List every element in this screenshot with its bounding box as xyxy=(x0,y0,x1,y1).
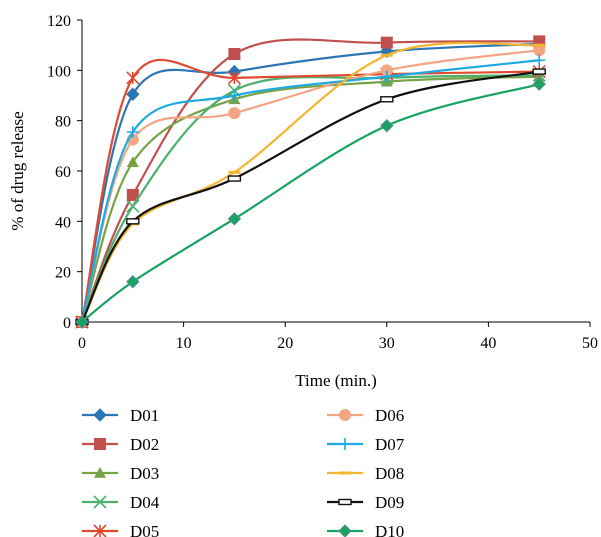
legend-item-d03: D03 xyxy=(82,464,159,483)
legend-item-d02: D02 xyxy=(82,435,159,454)
x-tick-label: 0 xyxy=(78,335,86,352)
series-line-d10 xyxy=(81,83,540,323)
data-point-d07 xyxy=(533,54,546,67)
series-line-d08 xyxy=(81,41,540,323)
y-tick-label: 100 xyxy=(47,63,71,80)
legend-item-d06: D06 xyxy=(327,406,404,425)
data-point-d06 xyxy=(533,44,546,57)
legend-marker-d06 xyxy=(339,409,351,421)
y-tick-label: 20 xyxy=(55,265,71,282)
legend-label-d05: D05 xyxy=(130,522,159,537)
chart-legend: D01 D02 D03 D04 D05 D06 D07 D08 D09 D10 xyxy=(82,406,405,537)
data-point-d09 xyxy=(532,68,546,75)
y-tick-label: 80 xyxy=(55,114,71,131)
chart-series xyxy=(75,35,546,329)
data-point-d07 xyxy=(380,70,393,83)
data-point-d02 xyxy=(380,36,393,49)
legend-item-d09: D09 xyxy=(327,493,404,512)
data-point-d08 xyxy=(380,53,393,57)
data-point-d02 xyxy=(126,188,139,201)
data-point-d01 xyxy=(126,87,140,101)
legend-item-d07: D07 xyxy=(327,435,405,454)
y-tick-label: 120 xyxy=(47,13,71,30)
legend-item-d08: D08 xyxy=(327,464,404,483)
legend-item-d10: D10 xyxy=(327,522,404,537)
data-point-d10 xyxy=(126,275,140,289)
chart-axes: 0 10 20 30 40 50 0 20 40 60 80 100 120 xyxy=(47,13,598,352)
x-tick-label: 20 xyxy=(277,335,293,352)
legend-item-d04: D04 xyxy=(82,493,160,512)
data-point-d09 xyxy=(380,96,394,103)
legend-label-d08: D08 xyxy=(375,464,404,483)
y-tick-label: 40 xyxy=(55,214,71,231)
legend-marker-d09 xyxy=(338,498,352,506)
legend-label-d01: D01 xyxy=(130,406,159,425)
legend-marker-d10 xyxy=(338,524,352,537)
legend-marker-d02 xyxy=(94,438,106,450)
series-line-d06 xyxy=(80,49,540,323)
legend-label-d06: D06 xyxy=(375,406,404,425)
legend-item-d05: D05 xyxy=(82,522,159,537)
data-point-d09 xyxy=(227,175,242,182)
series-line-d09 xyxy=(81,70,540,323)
legend-marker-d03 xyxy=(94,467,106,478)
legend-label-d04: D04 xyxy=(130,493,160,512)
x-tick-label: 30 xyxy=(379,335,395,352)
data-point-d08 xyxy=(228,170,241,174)
data-point-d09 xyxy=(126,218,140,225)
series-d07 xyxy=(76,54,546,328)
y-axis-label: % of drug release xyxy=(8,111,27,230)
legend-marker-d01 xyxy=(93,408,107,422)
data-point-d07 xyxy=(126,125,139,138)
data-point-d03 xyxy=(126,156,139,167)
data-point-d10 xyxy=(532,77,546,91)
legend-marker-d04 xyxy=(93,495,107,509)
legend-label-d03: D03 xyxy=(130,464,159,483)
legend-marker-d07 xyxy=(339,438,351,450)
data-point-d06 xyxy=(380,64,393,77)
y-tick-label: 0 xyxy=(63,315,71,332)
legend-label-d10: D10 xyxy=(375,522,404,537)
x-tick-label: 40 xyxy=(480,335,496,352)
x-axis-label: Time (min.) xyxy=(295,371,377,390)
series-d05 xyxy=(75,58,546,329)
legend-label-d02: D02 xyxy=(130,435,159,454)
y-tick-label: 60 xyxy=(55,164,71,181)
series-d01 xyxy=(75,37,546,329)
data-point-d08 xyxy=(533,43,546,47)
data-point-d10 xyxy=(380,118,394,133)
x-tick-label: 10 xyxy=(176,335,192,352)
legend-marker-d08 xyxy=(339,471,351,475)
x-tick-label: 50 xyxy=(582,335,598,352)
legend-item-d01: D01 xyxy=(82,406,159,425)
legend-label-d07: D07 xyxy=(375,435,405,454)
data-point-d10 xyxy=(227,212,242,226)
data-point-d05 xyxy=(227,71,241,85)
series-d10 xyxy=(75,77,546,329)
data-point-d02 xyxy=(228,47,241,60)
data-point-d07 xyxy=(228,89,241,102)
data-point-d10 xyxy=(75,315,89,329)
legend-label-d09: D09 xyxy=(375,493,404,512)
legend-marker-d05 xyxy=(93,524,107,537)
data-point-d04 xyxy=(126,199,140,213)
data-point-d06 xyxy=(228,107,241,120)
data-point-d05 xyxy=(126,71,140,85)
